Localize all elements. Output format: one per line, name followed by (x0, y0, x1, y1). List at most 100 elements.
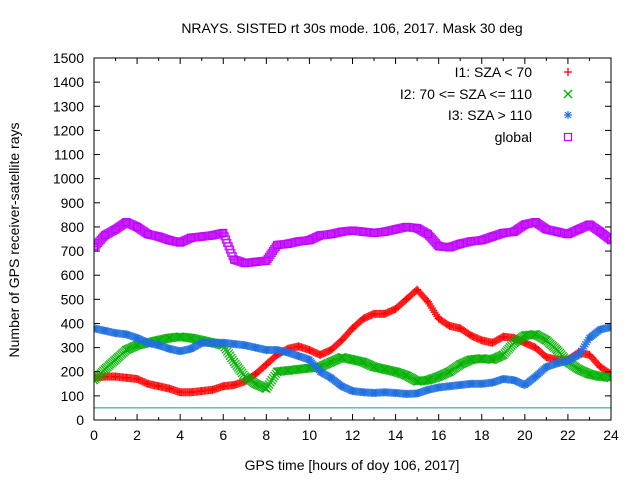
data-point (499, 332, 508, 341)
data-point (413, 389, 422, 398)
x-tick-label: 4 (176, 427, 184, 443)
data-point (509, 227, 519, 236)
data-point (294, 352, 303, 361)
data-point (413, 224, 422, 233)
data-point (434, 383, 443, 392)
data-point (165, 236, 174, 245)
data-point (402, 295, 411, 304)
data-point (552, 345, 562, 355)
data-point (553, 359, 562, 368)
data-point (370, 309, 379, 318)
data-point (122, 330, 131, 339)
data-point (359, 388, 368, 397)
y-tick-label: 300 (61, 340, 85, 356)
data-point (607, 323, 611, 332)
data-point (595, 372, 605, 382)
data-point (391, 388, 400, 397)
data-point (229, 255, 239, 264)
data-point (176, 388, 185, 397)
data-point (186, 233, 196, 242)
legend-marker (563, 132, 573, 142)
legend-label: global (495, 129, 532, 145)
data-point (423, 375, 433, 385)
data-point (240, 372, 250, 382)
data-point (477, 354, 487, 363)
data-point (445, 321, 454, 330)
y-tick-label: 1400 (53, 74, 84, 90)
legend-marker (564, 68, 572, 76)
data-point (520, 381, 529, 390)
data-point (402, 389, 411, 398)
data-point (596, 227, 605, 236)
data-point (445, 243, 454, 252)
data-point (488, 355, 497, 365)
data-point (326, 346, 335, 355)
data-point (499, 374, 508, 383)
series-2 (94, 323, 611, 398)
data-point (251, 257, 260, 267)
data-point (294, 364, 304, 374)
data-point (273, 240, 282, 250)
data-point (251, 379, 261, 389)
data-point (477, 336, 486, 345)
data-point (316, 231, 325, 240)
data-point (165, 344, 174, 353)
data-point (499, 228, 508, 238)
chart-title: NRAYS. SISTED rt 30s mode. 106, 2017. Ma… (181, 20, 522, 36)
data-point (348, 226, 357, 235)
data-point (305, 346, 314, 355)
data-point (348, 387, 357, 396)
y-tick-label: 400 (61, 315, 85, 331)
data-point (143, 230, 152, 239)
x-tick-label: 10 (302, 427, 318, 443)
y-tick-label: 600 (61, 267, 85, 283)
data-point (219, 228, 228, 238)
data-point (219, 382, 228, 391)
y-tick-label: 900 (61, 195, 85, 211)
y-tick-label: 800 (61, 219, 85, 235)
data-point (391, 367, 401, 377)
data-point (444, 367, 454, 377)
x-tick-label: 0 (90, 427, 98, 443)
data-point (466, 379, 475, 388)
data-point (531, 329, 541, 339)
data-point (348, 355, 357, 365)
data-point (488, 378, 497, 387)
data-point (176, 238, 185, 247)
data-point (240, 259, 249, 268)
data-point (197, 338, 206, 347)
data-point (413, 285, 422, 294)
data-point (380, 309, 389, 318)
data-point (359, 314, 368, 323)
data-point (358, 357, 368, 367)
data-point (455, 360, 465, 369)
data-point (165, 384, 174, 393)
data-point (423, 385, 432, 394)
data-point (477, 236, 486, 245)
data-point (380, 227, 389, 236)
data-point (531, 372, 540, 381)
data-point (337, 352, 347, 362)
data-point (542, 362, 551, 371)
data-point (219, 338, 228, 347)
data-point (229, 357, 239, 367)
x-tick-label: 14 (388, 427, 404, 443)
data-point (477, 379, 486, 388)
data-point (272, 367, 282, 377)
data-point (283, 348, 292, 357)
data-point (531, 218, 540, 227)
data-point (326, 230, 336, 239)
data-point (434, 372, 444, 382)
data-point (553, 227, 562, 236)
data-point (563, 356, 572, 365)
data-point (283, 239, 292, 248)
data-point (337, 227, 346, 236)
data-point (542, 225, 551, 234)
legend: I1: SZA < 70 I2: 70 <= SZA <= 110 I3: SZA … (400, 64, 573, 145)
data-point (596, 325, 605, 334)
data-point (100, 326, 109, 335)
legend-marker (563, 89, 573, 99)
data-point (251, 370, 260, 379)
data-point (369, 362, 379, 372)
